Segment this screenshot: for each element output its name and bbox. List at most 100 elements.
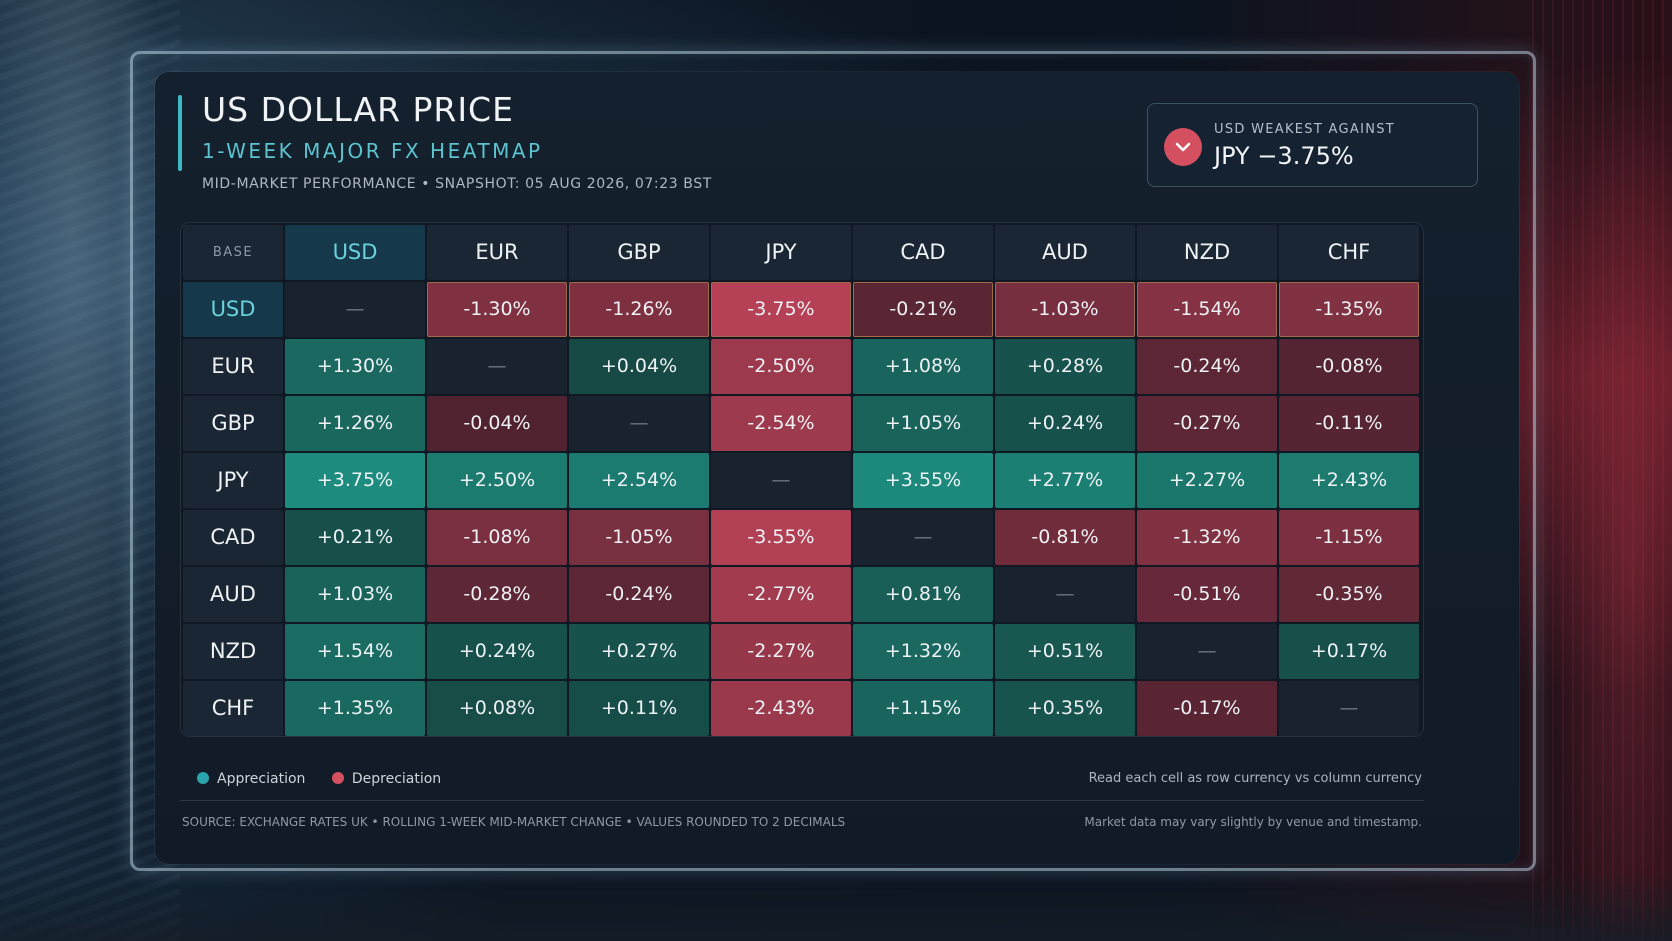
heatmap-cell-chf-eur: +0.08% xyxy=(427,681,567,736)
heatmap-cell-chf-aud: +0.35% xyxy=(995,681,1135,736)
heatmap-cell-gbp-cad: +1.05% xyxy=(853,396,993,451)
heatmap-cell-usd-cad: -0.21% xyxy=(853,282,993,337)
heatmap-cell-nzd-nzd: — xyxy=(1137,624,1277,679)
heatmap-cell-chf-usd: +1.35% xyxy=(285,681,425,736)
corner-label: BASE xyxy=(183,225,283,280)
appreciation-dot xyxy=(197,772,209,784)
badge-value: JPY −3.75% xyxy=(1214,142,1354,170)
heatmap-cell-usd-jpy: -3.75% xyxy=(711,282,851,337)
heatmap-cell-aud-eur: -0.28% xyxy=(427,567,567,622)
heatmap-cell-nzd-chf: +0.17% xyxy=(1279,624,1419,679)
legend-note: Read each cell as row currency vs column… xyxy=(1088,771,1422,786)
badge-label: USD WEAKEST AGAINST xyxy=(1214,122,1396,137)
column-header-chf: CHF xyxy=(1279,225,1419,280)
row-header-chf: CHF xyxy=(183,681,283,736)
legend-depreciation-label: Depreciation xyxy=(351,771,442,787)
legend-appreciation: Appreciation xyxy=(197,771,310,787)
heatmap-cell-cad-usd: +0.21% xyxy=(285,510,425,565)
heatmap-cell-gbp-eur: -0.04% xyxy=(427,396,567,451)
heatmap-cell-gbp-gbp: — xyxy=(569,396,709,451)
row-header-eur: EUR xyxy=(183,339,283,394)
heatmap-cell-aud-jpy: -2.77% xyxy=(711,567,851,622)
heatmap-cell-cad-aud: -0.81% xyxy=(995,510,1135,565)
heatmap-cell-jpy-gbp: +2.54% xyxy=(569,453,709,508)
heatmap-cell-eur-eur: — xyxy=(427,339,567,394)
heatmap-cell-jpy-chf: +2.43% xyxy=(1279,453,1419,508)
background-floor xyxy=(0,871,1672,941)
display-frame xyxy=(130,51,1536,871)
background-banknote xyxy=(0,0,180,941)
heatmap-cell-chf-cad: +1.15% xyxy=(853,681,993,736)
heatmap-cell-eur-usd: +1.30% xyxy=(285,339,425,394)
heatmap-cell-chf-nzd: -0.17% xyxy=(1137,681,1277,736)
heatmap-cell-aud-cad: +0.81% xyxy=(853,567,993,622)
heatmap-cell-eur-aud: +0.28% xyxy=(995,339,1135,394)
fx-heatmap: BASE USD EUR GBP JPY CAD AUD NZD CHF USD — -1.30% -1… xyxy=(180,222,1424,737)
column-header-usd: USD xyxy=(285,225,425,280)
source-note: SOURCE: EXCHANGE RATES UK • ROLLING 1-WE… xyxy=(182,815,846,829)
heatmap-cell-gbp-nzd: -0.27% xyxy=(1137,396,1277,451)
heatmap-cell-aud-gbp: -0.24% xyxy=(569,567,709,622)
heatmap-cell-cad-nzd: -1.32% xyxy=(1137,510,1277,565)
heatmap-cell-cad-cad: — xyxy=(853,510,993,565)
row-header-aud: AUD xyxy=(183,567,283,622)
heatmap-cell-nzd-usd: +1.54% xyxy=(285,624,425,679)
page-title: US DOLLAR PRICE xyxy=(202,90,514,129)
heatmap-cell-jpy-eur: +2.50% xyxy=(427,453,567,508)
heatmap-cell-nzd-gbp: +0.27% xyxy=(569,624,709,679)
legend-depreciation: Depreciation xyxy=(331,771,442,787)
heatmap-cell-cad-eur: -1.08% xyxy=(427,510,567,565)
heatmap-cell-nzd-jpy: -2.27% xyxy=(711,624,851,679)
column-header-aud: AUD xyxy=(995,225,1135,280)
legend: Appreciation Depreciation xyxy=(197,771,463,787)
title-accent-bar xyxy=(178,95,182,171)
heatmap-cell-usd-usd: — xyxy=(285,282,425,337)
heatmap-cell-chf-gbp: +0.11% xyxy=(569,681,709,736)
chevron-down-icon xyxy=(1164,128,1202,166)
heatmap-cell-nzd-eur: +0.24% xyxy=(427,624,567,679)
heatmap-cell-jpy-cad: +3.55% xyxy=(853,453,993,508)
heatmap-cell-gbp-aud: +0.24% xyxy=(995,396,1135,451)
column-header-jpy: JPY xyxy=(711,225,851,280)
heatmap-cell-eur-jpy: -2.50% xyxy=(711,339,851,394)
heatmap-cell-gbp-jpy: -2.54% xyxy=(711,396,851,451)
footer-divider xyxy=(180,800,1424,801)
heatmap-cell-eur-cad: +1.08% xyxy=(853,339,993,394)
heatmap-cell-usd-aud: -1.03% xyxy=(995,282,1135,337)
page-subtitle: 1-WEEK MAJOR FX HEATMAP xyxy=(202,139,543,163)
heatmap-cell-chf-jpy: -2.43% xyxy=(711,681,851,736)
usd-weakest-badge: USD WEAKEST AGAINST JPY −3.75% xyxy=(1147,103,1478,187)
row-header-usd: USD xyxy=(183,282,283,337)
background-market-chart xyxy=(1532,0,1672,941)
heatmap-cell-nzd-cad: +1.32% xyxy=(853,624,993,679)
heatmap-cell-aud-chf: -0.35% xyxy=(1279,567,1419,622)
depreciation-dot xyxy=(331,772,344,784)
column-header-gbp: GBP xyxy=(569,225,709,280)
heatmap-cell-usd-eur: -1.30% xyxy=(427,282,567,337)
column-header-nzd: NZD xyxy=(1137,225,1277,280)
column-header-eur: EUR xyxy=(427,225,567,280)
heatmap-cell-gbp-usd: +1.26% xyxy=(285,396,425,451)
row-header-nzd: NZD xyxy=(183,624,283,679)
heatmap-cell-aud-nzd: -0.51% xyxy=(1137,567,1277,622)
heatmap-cell-jpy-nzd: +2.27% xyxy=(1137,453,1277,508)
heatmap-cell-eur-nzd: -0.24% xyxy=(1137,339,1277,394)
row-header-jpy: JPY xyxy=(183,453,283,508)
legend-appreciation-label: Appreciation xyxy=(217,771,306,787)
row-header-gbp: GBP xyxy=(183,396,283,451)
column-header-cad: CAD xyxy=(853,225,993,280)
snapshot-info: MID-MARKET PERFORMANCE • SNAPSHOT: 05 AU… xyxy=(202,176,712,192)
heatmap-cell-aud-usd: +1.03% xyxy=(285,567,425,622)
heatmap-cell-cad-jpy: -3.55% xyxy=(711,510,851,565)
heatmap-cell-cad-chf: -1.15% xyxy=(1279,510,1419,565)
heatmap-cell-aud-aud: — xyxy=(995,567,1135,622)
heatmap-cell-usd-gbp: -1.26% xyxy=(569,282,709,337)
heatmap-cell-usd-chf: -1.35% xyxy=(1279,282,1419,337)
heatmap-cell-usd-nzd: -1.54% xyxy=(1137,282,1277,337)
row-header-cad: CAD xyxy=(183,510,283,565)
disclaimer-note: Market data may vary slightly by venue a… xyxy=(1084,815,1422,829)
heatmap-cell-jpy-aud: +2.77% xyxy=(995,453,1135,508)
heatmap-cell-jpy-usd: +3.75% xyxy=(285,453,425,508)
heatmap-cell-jpy-jpy: — xyxy=(711,453,851,508)
heatmap-cell-chf-chf: — xyxy=(1279,681,1419,736)
